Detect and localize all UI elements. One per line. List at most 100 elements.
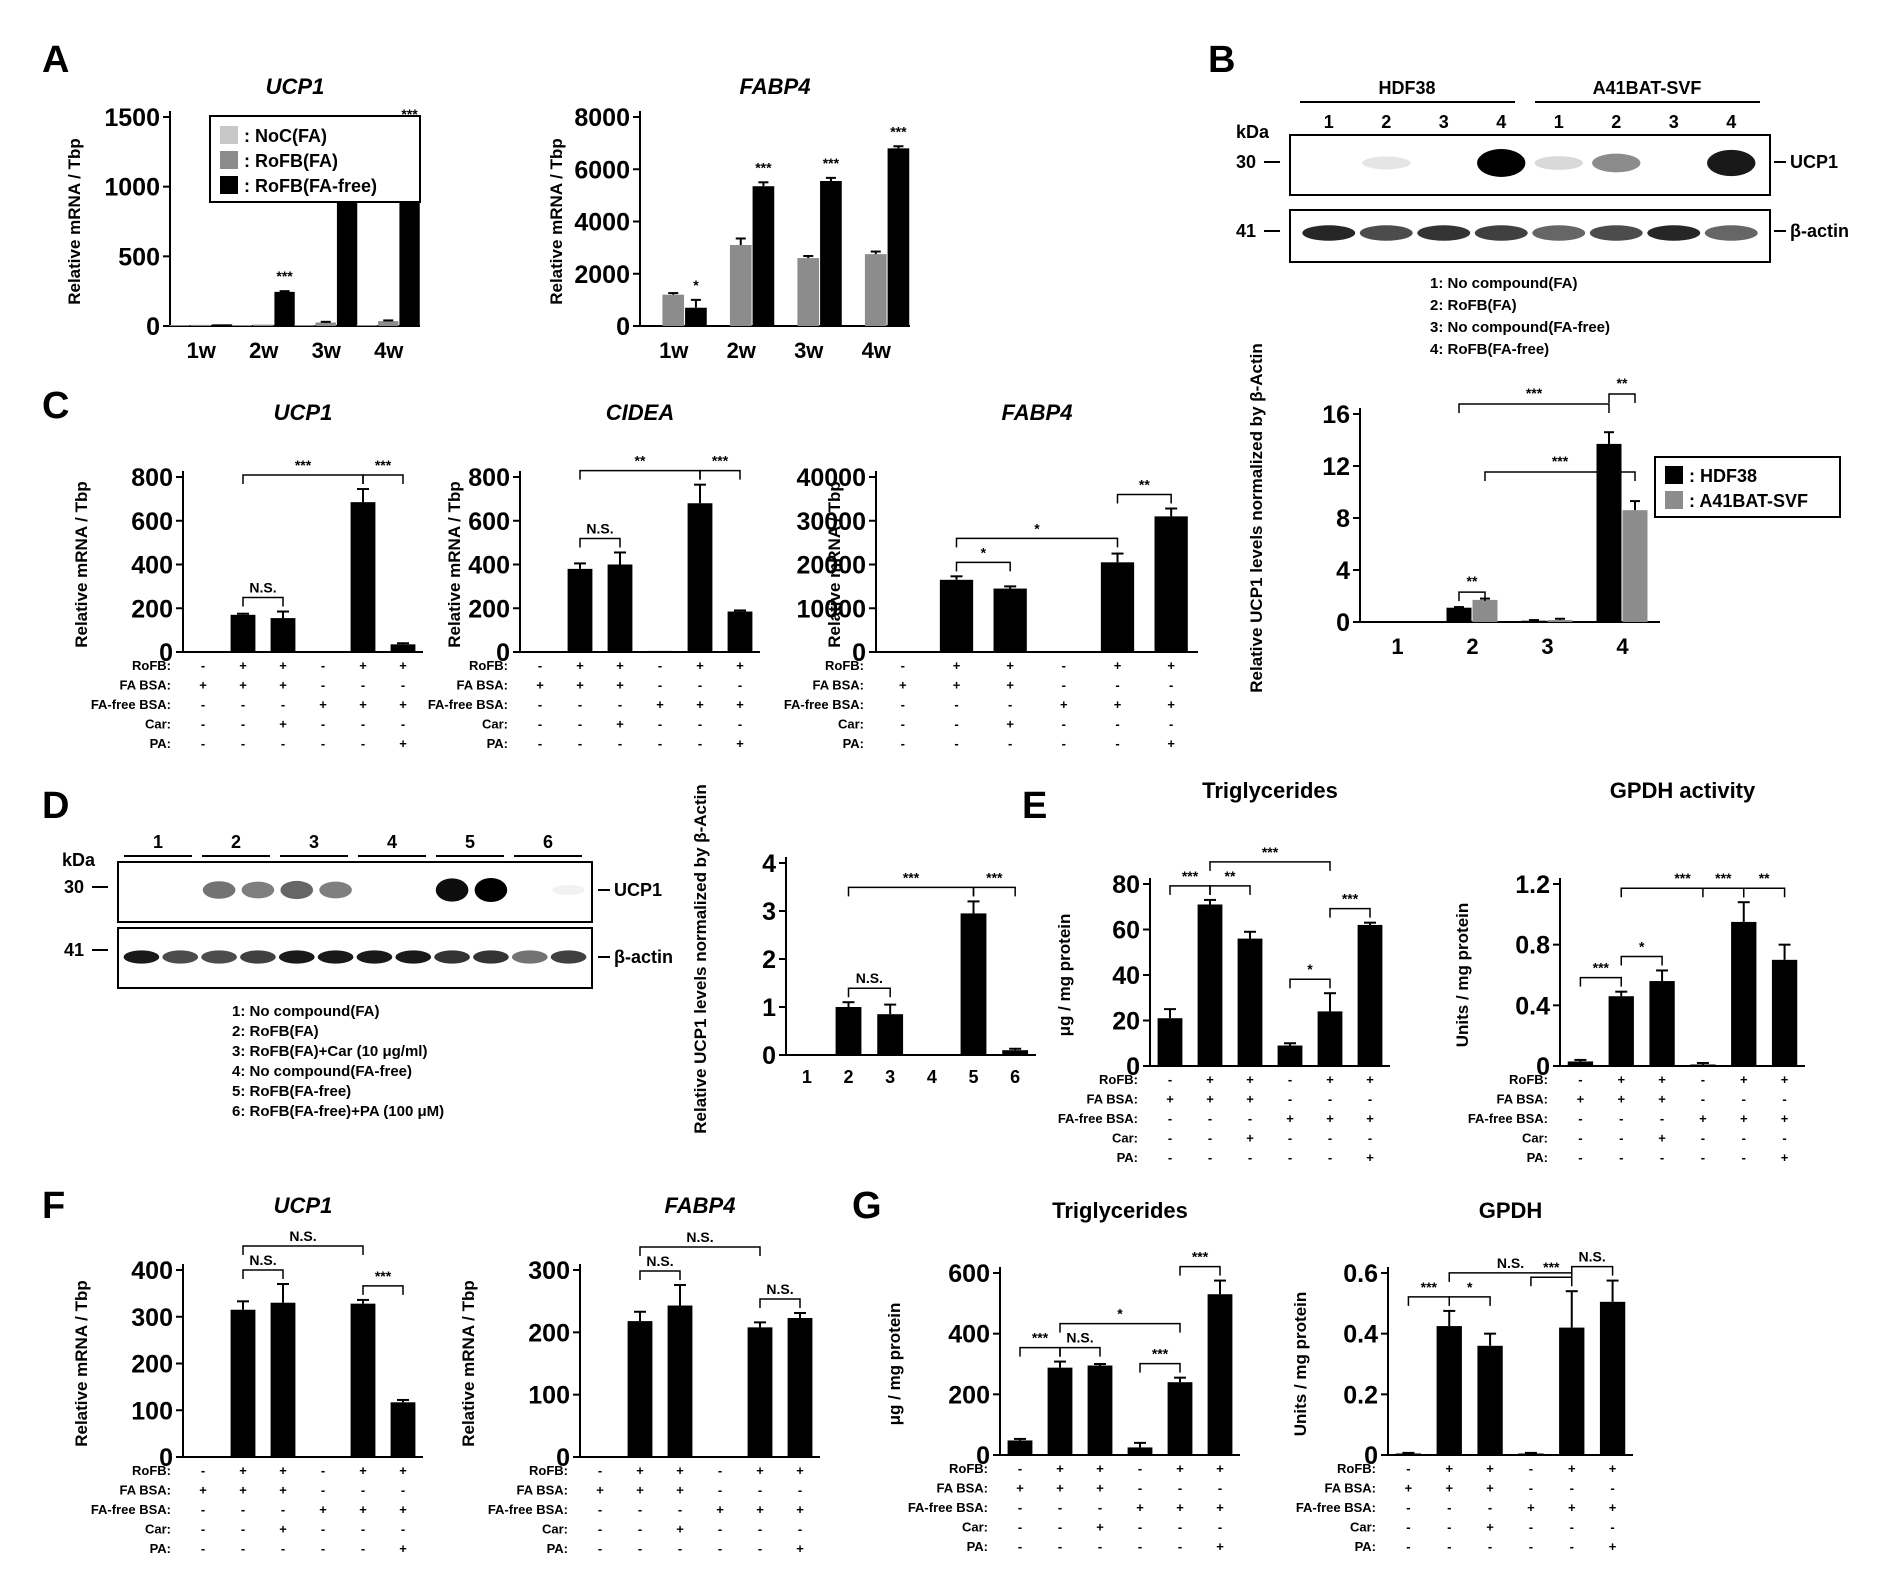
condition-sign: - — [1288, 1150, 1292, 1165]
band-actin — [123, 950, 160, 964]
significance-bracket — [242, 474, 364, 485]
condition-sign: + — [399, 1502, 407, 1517]
condition-label: FA-free BSA: — [1468, 1111, 1548, 1126]
blot-d-legend-4: 4: No compound(FA-free) — [232, 1063, 412, 1080]
condition-sign: + — [399, 1541, 407, 1556]
bracket-label: *** — [1262, 844, 1279, 860]
bracket-label: N.S. — [766, 1281, 793, 1297]
condition-sign: - — [578, 736, 582, 751]
condition-sign: + — [1740, 1111, 1748, 1126]
blot-d-legend-2: 2: RoFB(FA) — [232, 1023, 319, 1040]
lane-label: 2 — [1611, 112, 1621, 132]
condition-label: FA BSA: — [119, 1483, 171, 1498]
condition-label: PA: — [1117, 1150, 1138, 1165]
legend-swatch — [1665, 491, 1683, 509]
condition-sign: - — [1115, 736, 1119, 751]
significance-bracket — [579, 469, 701, 480]
blot-ucp1-frame — [1289, 134, 1771, 196]
condition-sign: - — [1328, 1131, 1332, 1146]
condition-sign: - — [1208, 1131, 1212, 1146]
lane-label: 1 — [153, 832, 163, 852]
bracket-label: ** — [1467, 573, 1478, 589]
band-actin — [278, 950, 315, 964]
condition-sign: + — [899, 678, 907, 693]
condition-sign: - — [321, 1463, 325, 1478]
condition-sign: - — [638, 1502, 642, 1517]
band-ucp1 — [474, 878, 508, 902]
condition-sign: - — [1288, 1131, 1292, 1146]
bar-e2-0 — [1567, 1061, 1594, 1066]
bar-e1-0 — [1157, 1018, 1183, 1066]
significance-bracket — [1059, 1346, 1101, 1357]
condition-sign: + — [676, 1522, 684, 1537]
y-tick-label: 0 — [1126, 1053, 1140, 1081]
significance-stars: *** — [755, 159, 772, 175]
condition-sign: - — [598, 1522, 602, 1537]
y-tick-label: 0 — [159, 639, 173, 667]
condition-sign: + — [1781, 1150, 1789, 1165]
condition-sign: - — [1619, 1131, 1623, 1146]
band-actin — [1359, 225, 1413, 241]
condition-label: PA: — [1527, 1150, 1548, 1165]
bracket-label: N.S. — [249, 1252, 276, 1268]
marker-30: 30 — [64, 877, 84, 897]
condition-sign: - — [1368, 1092, 1372, 1107]
y-tick-label: 3 — [762, 898, 776, 926]
bar-b-s0-1 — [1446, 607, 1472, 622]
condition-label: RoFB: — [825, 658, 864, 673]
condition-label: FA BSA: — [1324, 1481, 1376, 1496]
y-tick-label: 1 — [762, 994, 776, 1022]
condition-sign: - — [1168, 1072, 1172, 1087]
chart-title: GPDH — [1479, 1198, 1543, 1223]
y-tick-label: 200 — [131, 1351, 173, 1379]
condition-sign: - — [1168, 1111, 1172, 1126]
condition-sign: - — [201, 717, 205, 732]
condition-sign: + — [1699, 1111, 1707, 1126]
bar-c1-5 — [390, 644, 416, 652]
condition-sign: - — [1138, 1539, 1142, 1554]
condition-sign: - — [1328, 1150, 1332, 1165]
condition-sign: + — [1216, 1500, 1224, 1515]
condition-sign: - — [201, 697, 205, 712]
condition-sign: + — [796, 1502, 804, 1517]
significance-bracket — [242, 1245, 364, 1256]
x-tick-label: 2 — [843, 1067, 853, 1087]
y-tick-label: 0 — [852, 639, 866, 667]
condition-sign: + — [1658, 1092, 1666, 1107]
band-actin — [1474, 225, 1528, 241]
condition-sign: - — [1660, 1150, 1664, 1165]
bar-a2-s2-0 — [685, 307, 707, 326]
x-tick-label: 2 — [1466, 634, 1478, 659]
bar-a2-s1-1 — [729, 245, 752, 326]
lane-label: 4 — [387, 832, 397, 852]
condition-label: RoFB: — [469, 658, 508, 673]
bar-g2-1 — [1436, 1326, 1462, 1455]
y-axis-label: Relative mRNA / Tbp — [72, 1280, 91, 1447]
band-ucp1 — [241, 881, 275, 899]
significance-bracket — [847, 886, 975, 897]
bracket-label: *** — [1342, 891, 1359, 907]
y-tick-label: 10000 — [796, 595, 866, 623]
condition-sign: - — [1610, 1520, 1614, 1535]
x-tick-label: 4w — [374, 338, 404, 363]
significance-bracket — [579, 537, 621, 548]
y-tick-label: 600 — [131, 508, 173, 536]
condition-sign: - — [241, 1522, 245, 1537]
condition-label: RoFB: — [132, 658, 171, 673]
condition-sign: - — [1570, 1481, 1574, 1496]
bar-b-s1-2 — [1547, 620, 1573, 622]
condition-sign: - — [1701, 1131, 1705, 1146]
significance-bracket — [972, 886, 1016, 897]
condition-sign: + — [1609, 1500, 1617, 1515]
band-actin — [317, 950, 354, 964]
bar-g2-5 — [1599, 1301, 1626, 1455]
condition-sign: + — [736, 736, 744, 751]
bar-a1-s1-3 — [378, 321, 399, 326]
y-axis-label: Units / mg protein — [1291, 1292, 1310, 1437]
y-tick-label: 0.8 — [1515, 932, 1550, 960]
y-tick-label: 0 — [496, 639, 510, 667]
condition-sign: - — [1578, 1150, 1582, 1165]
condition-sign: - — [401, 717, 405, 732]
y-tick-label: 800 — [131, 464, 173, 492]
